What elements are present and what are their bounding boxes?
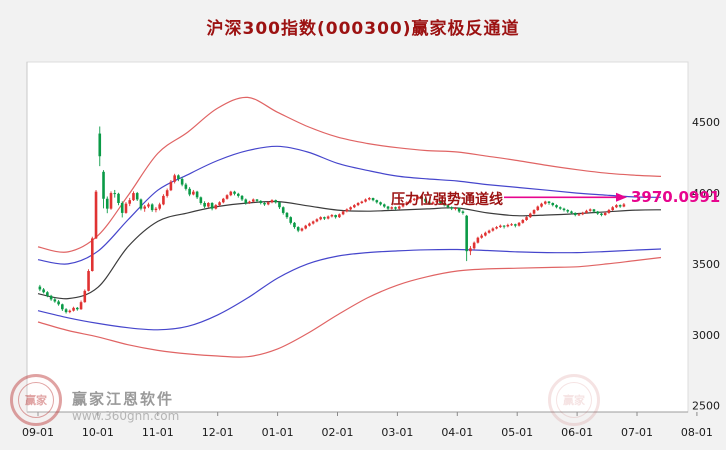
x-axis-label: 06-01 [561, 426, 593, 439]
x-axis-label: 11-01 [142, 426, 174, 439]
brand-seal-text: 赢家 [18, 382, 54, 418]
channel-bands [37, 96, 662, 358]
watermark-url: www.360gnn.com [72, 409, 180, 423]
band-lower-red [37, 256, 662, 358]
x-axis-label: 01-01 [262, 426, 294, 439]
x-axis-label: 03-01 [381, 426, 413, 439]
y-axis: 2500 3000 3500 4000 4500 [692, 116, 720, 412]
annotation-arrow-icon [504, 192, 627, 202]
page-title: 沪深300指数(000300)赢家极反通道 [206, 19, 520, 39]
band-upper-red [37, 96, 662, 253]
x-axis-label: 10-01 [82, 426, 114, 439]
y-axis-label: 4500 [692, 116, 720, 129]
x-axis-label: 09-01 [22, 426, 54, 439]
y-axis-label: 3500 [692, 258, 720, 271]
y-axis-label: 4000 [692, 187, 720, 200]
band-upper-blue [37, 145, 662, 265]
x-axis-label: 05-01 [501, 426, 533, 439]
x-axis-label: 12-01 [202, 426, 234, 439]
band-mid-black [37, 200, 662, 300]
watermark-brand: 赢家江恩软件 [72, 390, 175, 408]
candlesticks [38, 126, 626, 314]
y-axis-label: 3000 [692, 329, 720, 342]
pressure-annotation-label: 压力位强势通道线 [391, 192, 503, 208]
y-axis-label: 2500 [692, 400, 720, 413]
brand-seal-icon: 赢家 [10, 374, 62, 426]
x-axis-label: 02-01 [322, 426, 354, 439]
x-axis-label: 08-01 [681, 426, 713, 439]
x-axis: 09-01 10-01 11-01 12-01 01-01 02-01 03-01 04-01… [22, 412, 713, 439]
plot-area [26, 61, 689, 413]
brand-seal-faint-icon: 赢家 [548, 374, 600, 426]
pressure-annotation-value: 3970.0991 [631, 188, 721, 206]
x-axis-label: 07-01 [621, 426, 653, 439]
x-axis-label: 04-01 [441, 426, 473, 439]
brand-seal-label: 赢家 [25, 394, 47, 407]
band-lower-blue [37, 248, 662, 331]
